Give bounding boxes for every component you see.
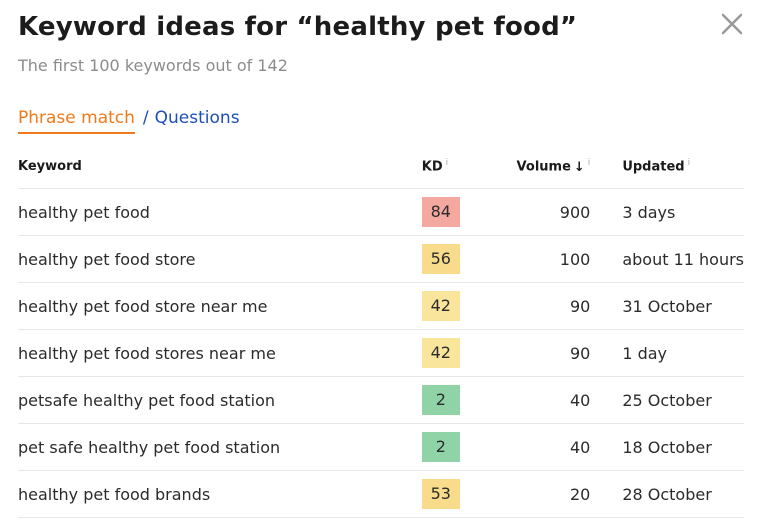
info-icon[interactable]: i <box>587 158 591 169</box>
keyword-cell[interactable]: healthy pet food brands <box>18 484 211 504</box>
keyword-cell[interactable]: healthy pet food store near me <box>18 296 268 316</box>
column-label-volume: Volume <box>516 159 571 175</box>
table-row: petsafe healthy pet food station 2 40 25… <box>18 376 744 424</box>
kd-badge: 56 <box>421 244 460 274</box>
volume-cell: 90 <box>489 329 591 377</box>
kd-badge: 53 <box>421 479 460 509</box>
table-header-row: Keyword KD i Volume ↓ i Updated i <box>18 145 744 189</box>
updated-cell: 31 October <box>590 282 744 330</box>
keyword-cell[interactable]: healthy pet food stores near me <box>18 343 276 363</box>
kd-badge: 2 <box>421 432 460 462</box>
volume-cell: 90 <box>489 282 591 330</box>
updated-cell: 28 October <box>590 470 744 518</box>
tab-questions[interactable]: Questions <box>154 108 240 128</box>
volume-cell: 20 <box>489 470 591 518</box>
volume-cell: 900 <box>489 188 591 236</box>
column-header-updated[interactable]: Updated i <box>590 145 744 189</box>
kd-badge: 42 <box>421 291 460 321</box>
updated-cell: 1 day <box>590 329 744 377</box>
column-header-keyword: Keyword <box>18 145 422 189</box>
keyword-cell[interactable]: healthy pet food <box>18 202 150 222</box>
info-icon[interactable]: i <box>445 158 449 169</box>
updated-cell: about 11 hours <box>590 235 744 283</box>
sort-desc-arrow-icon: ↓ <box>573 159 585 175</box>
match-type-tabs: Phrase match / Questions <box>18 108 240 134</box>
kd-badge: 84 <box>421 197 460 227</box>
volume-cell: 40 <box>489 423 591 471</box>
table-row: pet safe healthy pet food station 2 40 1… <box>18 423 744 471</box>
kd-badge: 42 <box>421 338 460 368</box>
table-row: healthy pet food store 56 100 about 11 h… <box>18 235 744 283</box>
table-row: healthy pet food brands 53 20 28 October <box>18 470 744 518</box>
close-icon[interactable] <box>719 11 745 37</box>
column-header-volume[interactable]: Volume ↓ i <box>489 145 591 189</box>
volume-cell: 40 <box>489 376 591 424</box>
kd-badge: 2 <box>421 385 460 415</box>
dialog-title: Keyword ideas for “healthy pet food” <box>18 12 578 42</box>
tab-separator: / <box>142 108 149 128</box>
keyword-cell[interactable]: pet safe healthy pet food station <box>18 437 281 457</box>
table-row: healthy pet food stores near me 42 90 1 … <box>18 329 744 377</box>
column-label-updated: Updated <box>622 159 685 175</box>
updated-cell: 3 days <box>590 188 744 236</box>
table-row: healthy pet food store near me 42 90 31 … <box>18 282 744 330</box>
tab-phrase-match[interactable]: Phrase match <box>18 108 135 134</box>
volume-cell: 100 <box>489 235 591 283</box>
keyword-cell[interactable]: healthy pet food store <box>18 249 196 269</box>
column-label-keyword: Keyword <box>18 159 82 174</box>
table-row: healthy pet food 84 900 3 days <box>18 188 744 236</box>
keyword-cell[interactable]: petsafe healthy pet food station <box>18 390 276 410</box>
updated-cell: 18 October <box>590 423 744 471</box>
results-count: The first 100 keywords out of 142 <box>18 56 288 75</box>
keywords-table: Keyword KD i Volume ↓ i Updated i healthy pe… <box>18 145 744 518</box>
column-header-kd[interactable]: KD i <box>421 145 490 189</box>
info-icon[interactable]: i <box>687 158 691 169</box>
updated-cell: 25 October <box>590 376 744 424</box>
column-label-kd: KD <box>421 159 443 175</box>
